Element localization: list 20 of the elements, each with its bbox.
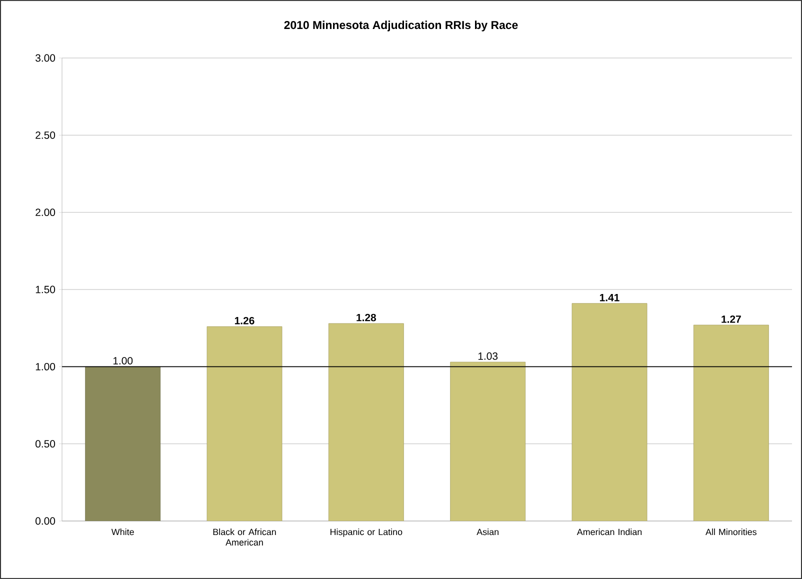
- y-tick-label: 0.50: [36, 440, 56, 448]
- chart-title: 2010 Minnesota Adjudication RRIs by Race: [284, 20, 518, 32]
- y-tick-label: 2.00: [36, 208, 56, 216]
- data-label: 1.03: [478, 352, 498, 360]
- x-tick-label: All Minorities: [706, 528, 756, 536]
- data-label: 1.27: [722, 316, 741, 323]
- y-tick-label: 3.00: [36, 54, 56, 62]
- data-label: 1.28: [356, 314, 376, 322]
- y-tick-label: 1.00: [36, 362, 56, 370]
- x-tick-label: American Indian: [576, 528, 642, 536]
- data-label: 1.41: [600, 294, 620, 302]
- x-tick-label: Hispanic or Latino: [330, 528, 402, 537]
- x-tick-label: Asian: [476, 528, 498, 536]
- y-tick-label: 0.00: [36, 517, 56, 525]
- y-tick-label: 2.50: [36, 131, 56, 139]
- x-tick-label: White: [111, 528, 134, 536]
- data-label: 1.26: [234, 316, 254, 324]
- y-tick-label: 1.50: [36, 286, 56, 294]
- x-tick-label: Black or African American: [213, 528, 276, 546]
- data-label: 1.00: [113, 357, 133, 364]
